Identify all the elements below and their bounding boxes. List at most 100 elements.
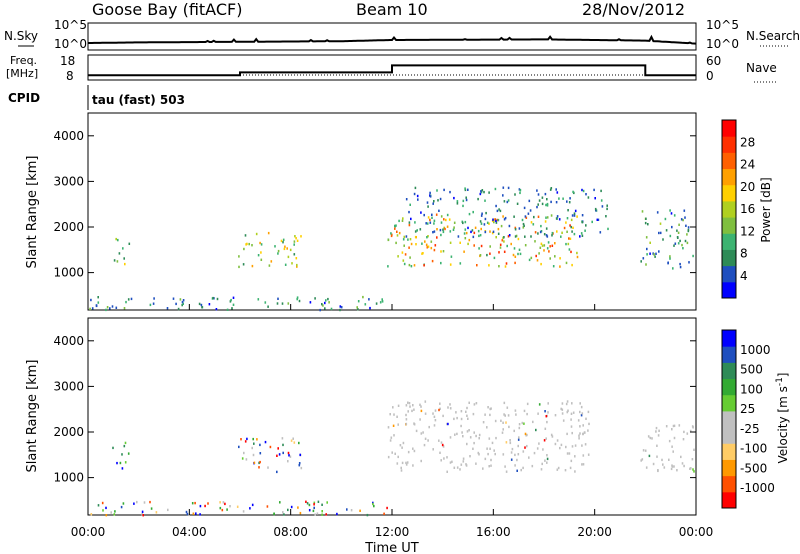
power-cell bbox=[394, 224, 396, 228]
velocity-cell bbox=[453, 466, 456, 469]
velocity-cell bbox=[478, 433, 481, 437]
velocity-cell bbox=[562, 419, 565, 422]
velocity-cell bbox=[273, 512, 275, 515]
power-cell bbox=[601, 205, 604, 208]
velocity-cell bbox=[447, 406, 449, 409]
velocity-cell bbox=[505, 470, 508, 473]
velocity-cell bbox=[101, 501, 104, 505]
velocity-cell bbox=[487, 452, 489, 456]
velocity-cell bbox=[359, 509, 361, 512]
power-cell bbox=[528, 199, 531, 203]
power-cell bbox=[519, 191, 521, 195]
power-cell bbox=[274, 245, 276, 248]
power-cell bbox=[231, 307, 233, 310]
power-cell bbox=[558, 197, 560, 200]
velocity-cell bbox=[517, 453, 520, 456]
power-cell bbox=[484, 217, 487, 221]
power-cell bbox=[474, 226, 477, 229]
velocity-cell bbox=[516, 458, 518, 462]
velocity-cell bbox=[466, 414, 468, 417]
power-cell bbox=[479, 254, 482, 257]
freq-left-tick-top: 18 bbox=[60, 54, 75, 68]
velocity-cell bbox=[432, 412, 434, 415]
power-cell bbox=[658, 250, 660, 253]
power-cell bbox=[503, 236, 505, 239]
power-cell bbox=[508, 234, 511, 237]
power-cell bbox=[381, 298, 383, 301]
velocity-cell bbox=[671, 428, 673, 431]
power-cell bbox=[459, 262, 462, 265]
velocity-cell bbox=[305, 500, 307, 503]
power-cell bbox=[248, 242, 250, 246]
power-cell bbox=[426, 222, 429, 225]
velocity-cell bbox=[567, 409, 569, 412]
power-cell bbox=[605, 215, 607, 218]
power-cell bbox=[493, 220, 495, 224]
freq-frame bbox=[87, 54, 697, 81]
power-cell bbox=[416, 229, 418, 232]
velocity-cell bbox=[649, 436, 652, 440]
velocity-cell bbox=[533, 451, 536, 455]
velocity-cell bbox=[267, 466, 269, 469]
power-yticks: 1000 2000 3000 4000 bbox=[53, 129, 696, 280]
velocity-cell bbox=[683, 464, 685, 468]
velocity-cell bbox=[532, 420, 534, 424]
power-cell bbox=[518, 227, 521, 230]
power-cell bbox=[105, 308, 107, 312]
velocity-cell bbox=[258, 461, 260, 465]
power-cell bbox=[229, 300, 232, 303]
velocity-cell bbox=[581, 463, 583, 466]
colorbar-swatch bbox=[722, 136, 736, 153]
power-cell bbox=[467, 188, 469, 191]
power-cell bbox=[444, 227, 446, 231]
power-cell bbox=[502, 194, 504, 197]
power-cell bbox=[198, 302, 201, 306]
power-cell bbox=[267, 305, 269, 308]
velocity-cell bbox=[313, 506, 315, 510]
power-cell bbox=[244, 234, 247, 237]
power-cell bbox=[686, 241, 689, 245]
power-cell bbox=[423, 264, 425, 267]
velocity-cell bbox=[312, 509, 315, 513]
colorbar-swatch bbox=[722, 217, 736, 234]
velocity-cell bbox=[443, 457, 445, 460]
velocity-cell bbox=[657, 469, 659, 473]
power-cell bbox=[182, 299, 185, 302]
velocity-cell bbox=[112, 446, 114, 450]
velocity-cell bbox=[656, 455, 658, 458]
power-cell bbox=[246, 242, 248, 246]
power-cell bbox=[324, 301, 326, 305]
velocity-cell bbox=[281, 437, 284, 440]
velocity-cell bbox=[648, 454, 651, 458]
velocity-cell bbox=[102, 509, 104, 512]
time-axis: 00:00 04:00 08:00 12:00 16:00 20:00 00:00 bbox=[71, 304, 713, 539]
colorbar-tick-label: -500 bbox=[740, 461, 767, 475]
power-cell bbox=[500, 224, 503, 228]
power-cell bbox=[504, 265, 507, 268]
power-cell bbox=[600, 199, 603, 202]
power-cell bbox=[513, 215, 515, 218]
power-cell bbox=[296, 297, 298, 301]
power-cell bbox=[442, 230, 445, 234]
velocity-cell bbox=[692, 426, 694, 429]
power-cell bbox=[676, 236, 679, 239]
velocity-cell bbox=[298, 441, 300, 445]
velocity-cell bbox=[559, 446, 561, 450]
power-colorbar-label: Power [dB] bbox=[759, 177, 773, 242]
velocity-cell bbox=[293, 441, 296, 444]
power-cell bbox=[421, 242, 423, 245]
power-cell bbox=[118, 252, 121, 255]
power-cell bbox=[499, 243, 502, 246]
velocity-cell bbox=[321, 513, 323, 516]
power-cell bbox=[479, 220, 482, 223]
velocity-cell bbox=[540, 468, 543, 471]
power-cell bbox=[462, 199, 465, 203]
colorbar-swatch bbox=[722, 265, 736, 283]
velocity-cell bbox=[504, 465, 506, 468]
power-cell bbox=[555, 188, 557, 191]
power-cell bbox=[677, 242, 680, 245]
power-cell bbox=[330, 307, 333, 311]
velocity-cell bbox=[136, 500, 138, 504]
power-cell bbox=[413, 192, 416, 196]
